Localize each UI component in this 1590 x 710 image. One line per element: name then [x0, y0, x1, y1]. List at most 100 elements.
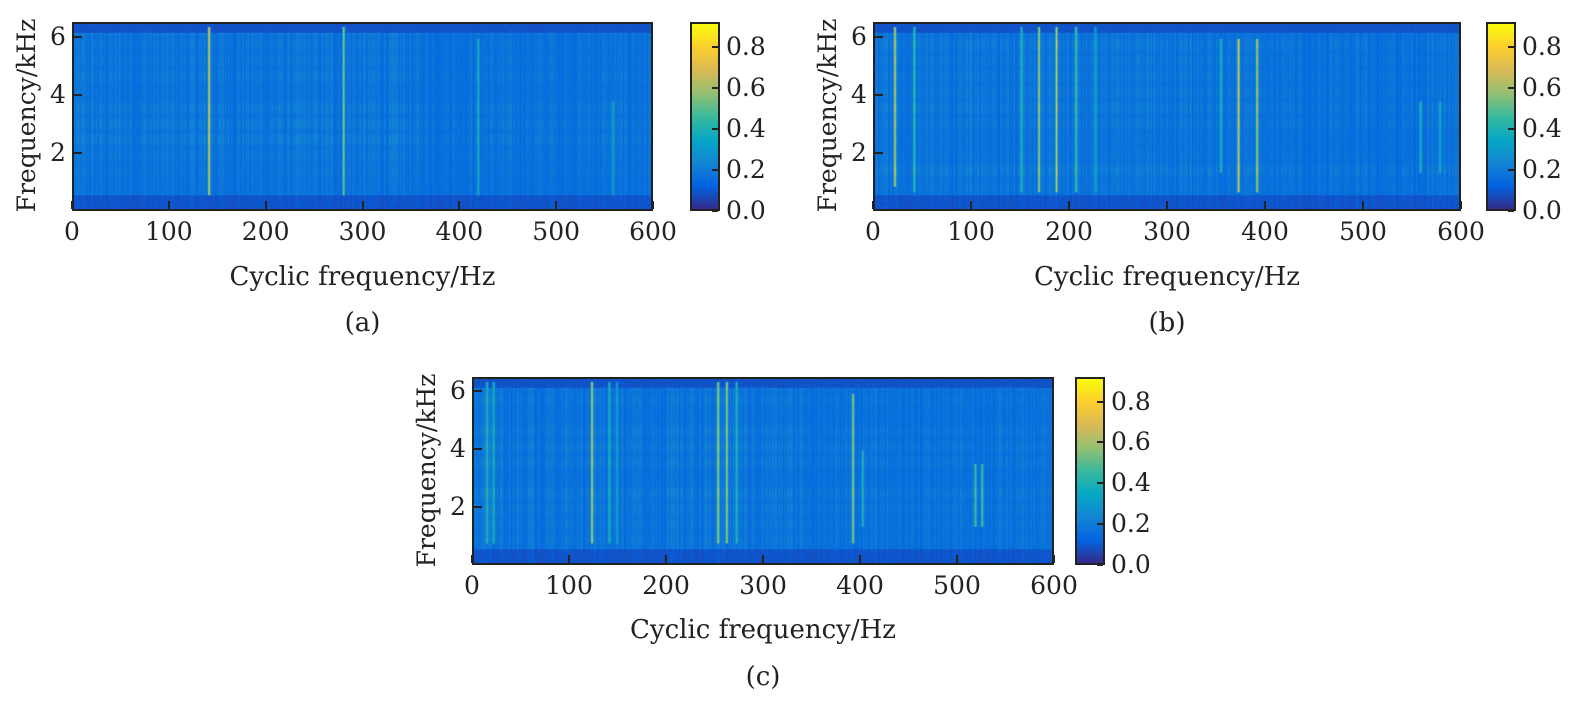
x-tick [762, 555, 764, 563]
colorbar-tick-label: 0.4 [726, 113, 766, 143]
colorbar-gradient [692, 24, 718, 209]
colorbar-tick-label: 0.4 [1111, 468, 1151, 498]
y-axis-label: Frequency/kHz [12, 18, 41, 213]
colorbar-tick-label: 0.2 [1522, 154, 1562, 184]
x-tick-label: 500 [933, 571, 981, 600]
x-tick-label: 400 [836, 571, 884, 600]
y-tick-label: 4 [450, 434, 466, 464]
x-tick-label: 200 [1045, 217, 1093, 246]
colorbar-tick [1508, 45, 1514, 48]
y-tick-label: 4 [50, 79, 66, 109]
x-tick [1166, 201, 1168, 209]
colorbar-tick-label: 0.0 [1522, 196, 1562, 225]
y-tick [474, 390, 482, 393]
x-tick-label: 200 [642, 571, 690, 600]
y-tick [74, 151, 82, 154]
x-tick-label: 0 [64, 217, 80, 246]
x-axis-label: Cyclic frequency/Hz [630, 615, 896, 645]
y-tick-label: 2 [851, 137, 867, 167]
x-axis-label: Cyclic frequency/Hz [229, 262, 496, 292]
x-tick-label: 0 [865, 217, 881, 246]
x-tick [471, 555, 473, 563]
colorbar-tick-label: 0.8 [1522, 31, 1562, 61]
heatmap-plot [72, 22, 653, 211]
x-tick-label: 600 [1030, 571, 1078, 600]
y-axis-label: Frequency/kHz [412, 373, 441, 568]
colorbar-tick [1508, 86, 1514, 89]
colorbar-tick [712, 127, 718, 130]
x-tick [167, 201, 170, 209]
x-tick [555, 201, 558, 209]
colorbar-tick [712, 168, 718, 171]
colorbar-tick-label: 0.6 [1522, 72, 1562, 102]
x-tick-label: 300 [1143, 217, 1191, 246]
x-tick-label: 500 [1339, 217, 1387, 246]
y-tick [875, 151, 883, 154]
colorbar-tick-label: 0.2 [1111, 509, 1151, 539]
y-tick [474, 506, 482, 509]
x-tick [859, 555, 861, 563]
heatmap-image [875, 24, 1459, 209]
y-tick [74, 35, 82, 38]
colorbar-tick [1508, 210, 1514, 212]
y-axis-label: Frequency/kHz [813, 18, 842, 213]
colorbar-tick [712, 210, 718, 212]
colorbar-tick [1097, 482, 1103, 485]
x-tick-label: 300 [739, 571, 787, 600]
colorbar-tick-label: 0.0 [726, 196, 766, 225]
heatmap-image [74, 24, 651, 209]
y-tick-label: 6 [851, 21, 867, 51]
colorbar [690, 22, 720, 211]
y-tick-label: 6 [450, 376, 466, 406]
colorbar-tick-label: 0.2 [726, 154, 766, 184]
x-tick [458, 201, 461, 209]
y-tick-label: 2 [50, 137, 66, 167]
x-tick-label: 100 [947, 217, 995, 246]
colorbar-tick-label: 0.0 [1111, 550, 1151, 579]
heatmap-image [474, 379, 1052, 563]
x-tick-label: 400 [1241, 217, 1289, 246]
colorbar-gradient [1077, 379, 1103, 563]
x-tick [71, 201, 73, 209]
x-tick-label: 100 [545, 571, 593, 600]
colorbar-tick [1097, 441, 1103, 444]
x-tick-label: 100 [144, 217, 193, 246]
colorbar-tick [712, 45, 718, 48]
colorbar [1486, 22, 1516, 211]
colorbar-tick [712, 86, 718, 89]
y-tick [875, 35, 883, 38]
x-tick-label: 400 [435, 217, 484, 246]
x-tick [568, 555, 570, 563]
y-tick-label: 6 [50, 21, 66, 51]
panel-caption: (c) [745, 662, 781, 692]
x-tick [652, 201, 654, 209]
panel-caption: (b) [1148, 308, 1186, 338]
x-tick-label: 600 [1437, 217, 1485, 246]
y-tick-label: 2 [450, 492, 466, 522]
colorbar-tick-label: 0.6 [1111, 427, 1151, 457]
x-tick [1068, 201, 1070, 209]
colorbar [1075, 377, 1105, 565]
x-tick [1362, 201, 1364, 209]
colorbar-tick-label: 0.8 [1111, 386, 1151, 416]
x-tick [1053, 555, 1055, 563]
y-tick [875, 93, 883, 96]
colorbar-gradient [1488, 24, 1514, 209]
colorbar-tick [1097, 400, 1103, 403]
x-tick [970, 201, 972, 209]
colorbar-tick [1097, 564, 1103, 566]
x-tick [956, 555, 958, 563]
heatmap-plot [873, 22, 1461, 211]
y-tick-label: 4 [851, 79, 867, 109]
x-tick-label: 300 [338, 217, 387, 246]
colorbar-tick [1508, 127, 1514, 130]
colorbar-tick-label: 0.4 [1522, 113, 1562, 143]
x-tick [264, 201, 267, 209]
x-tick [1460, 201, 1462, 209]
colorbar-tick-label: 0.8 [726, 31, 766, 61]
x-tick-label: 200 [241, 217, 290, 246]
colorbar-tick [1508, 168, 1514, 171]
x-tick-label: 0 [464, 571, 480, 600]
panel-caption: (a) [344, 308, 381, 338]
y-tick [474, 448, 482, 451]
